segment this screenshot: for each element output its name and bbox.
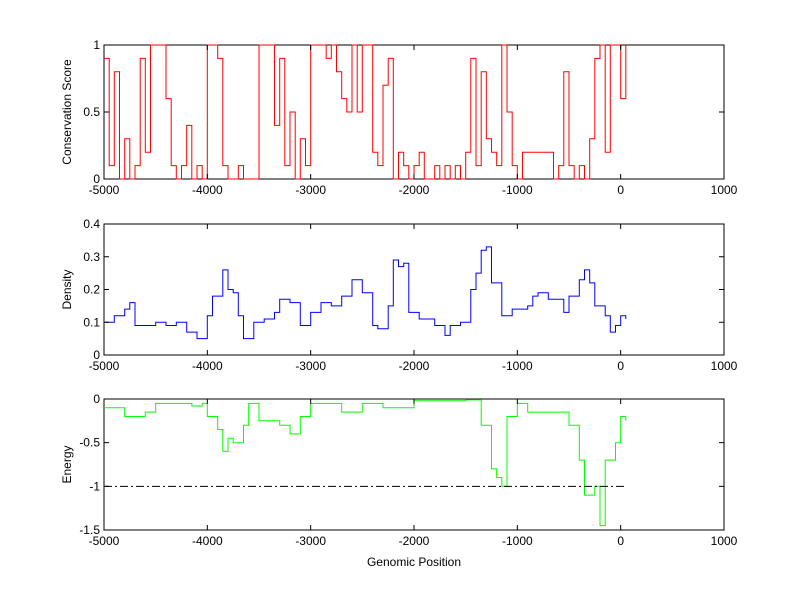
y-tick-label: 0.1 bbox=[83, 315, 100, 329]
y-tick-label: 0.5 bbox=[83, 105, 100, 119]
y-axis-label: Energy bbox=[60, 445, 74, 483]
y-tick-label: 0.2 bbox=[83, 283, 100, 297]
conservation-line bbox=[104, 44, 627, 180]
subplot-1: -5000 -4000 -3000 -2000 -1000 0 1000 0 0.5 1 Conse… bbox=[60, 38, 738, 197]
x-tick-label: -4000 bbox=[192, 359, 223, 373]
x-tick-label: -1000 bbox=[502, 359, 533, 373]
x-tick-label: -5000 bbox=[89, 359, 120, 373]
subplot-3: -5000 -4000 -3000 -2000 -1000 0 1000 -1.5 -1 -0.5… bbox=[60, 392, 738, 569]
x-tick-label: -3000 bbox=[295, 359, 326, 373]
y-tick-label: 1 bbox=[93, 38, 100, 52]
x-tick-label: -5000 bbox=[89, 183, 120, 197]
y-tick-label: 0 bbox=[93, 172, 100, 186]
x-tick-label: 0 bbox=[617, 183, 624, 197]
x-tick-label: 0 bbox=[617, 534, 624, 548]
x-tick-label: -2000 bbox=[399, 359, 430, 373]
x-tick-label: -4000 bbox=[192, 534, 223, 548]
x-tick-label: 1000 bbox=[711, 359, 738, 373]
x-tick-label: -3000 bbox=[295, 183, 326, 197]
x-tick-label: 1000 bbox=[711, 183, 738, 197]
axes-box bbox=[103, 398, 725, 531]
x-tick-label: 1000 bbox=[711, 534, 738, 548]
x-axis-label: Genomic Position bbox=[367, 555, 461, 569]
x-tick-label: -4000 bbox=[192, 183, 223, 197]
x-tick-label: 0 bbox=[617, 359, 624, 373]
energy-line bbox=[104, 399, 627, 527]
x-tick-label: -5000 bbox=[89, 534, 120, 548]
y-axis-label: Conservation Score bbox=[60, 59, 74, 165]
x-tick-label: -2000 bbox=[399, 534, 430, 548]
y-tick-label: 0 bbox=[93, 392, 100, 406]
y-tick-label: 0 bbox=[93, 348, 100, 362]
y-tick-label: -1.5 bbox=[79, 523, 100, 537]
axes-box bbox=[103, 44, 725, 180]
x-tick-label: -2000 bbox=[399, 183, 430, 197]
x-tick-label: -1000 bbox=[502, 534, 533, 548]
y-tick-label: -1 bbox=[89, 479, 100, 493]
subplot-2: -5000 -4000 -3000 -2000 -1000 0 1000 0 0.1 0.2 0.3… bbox=[60, 217, 738, 373]
y-axis-label: Density bbox=[60, 269, 74, 309]
y-tick-label: 0.4 bbox=[83, 217, 100, 231]
x-tick-label: -3000 bbox=[295, 534, 326, 548]
y-tick-label: 0.3 bbox=[83, 250, 100, 264]
x-tick-label: -1000 bbox=[502, 183, 533, 197]
density-line bbox=[104, 246, 627, 340]
y-tick-label: -0.5 bbox=[79, 436, 100, 450]
